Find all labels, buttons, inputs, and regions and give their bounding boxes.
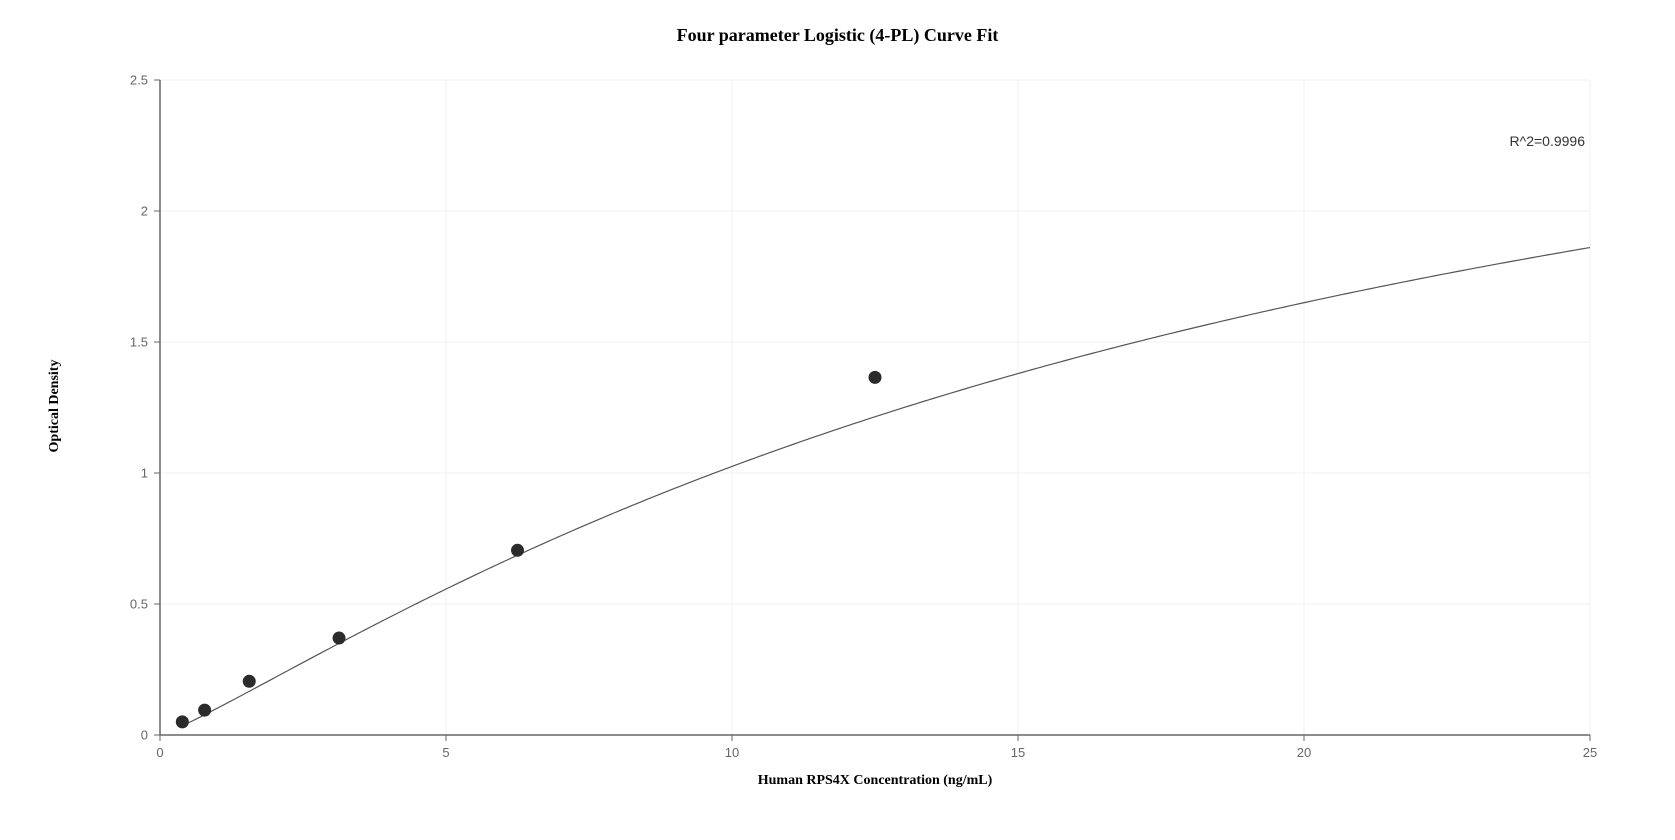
y-tick-label: 1 bbox=[141, 466, 148, 481]
y-tick-label: 0.5 bbox=[130, 597, 148, 612]
x-tick-label: 0 bbox=[156, 745, 163, 760]
r-squared-annotation: R^2=0.9996 bbox=[1510, 133, 1585, 149]
chart-title: Four parameter Logistic (4-PL) Curve Fit bbox=[0, 25, 1675, 46]
y-tick-label: 0 bbox=[141, 728, 148, 743]
plot-area bbox=[160, 80, 1590, 735]
y-axis-label: Optical Density bbox=[47, 306, 63, 506]
y-tick-label: 1.5 bbox=[130, 335, 148, 350]
x-tick-label: 25 bbox=[1583, 745, 1597, 760]
y-tick-label: 2.5 bbox=[130, 73, 148, 88]
x-tick-label: 5 bbox=[442, 745, 449, 760]
x-axis-label: Human RPS4X Concentration (ng/mL) bbox=[160, 773, 1590, 789]
x-tick-label: 15 bbox=[1011, 745, 1025, 760]
y-tick-label: 2 bbox=[141, 204, 148, 219]
x-tick-label: 20 bbox=[1297, 745, 1311, 760]
chart-container: Four parameter Logistic (4-PL) Curve Fit… bbox=[0, 0, 1675, 840]
x-tick-label: 10 bbox=[725, 745, 739, 760]
